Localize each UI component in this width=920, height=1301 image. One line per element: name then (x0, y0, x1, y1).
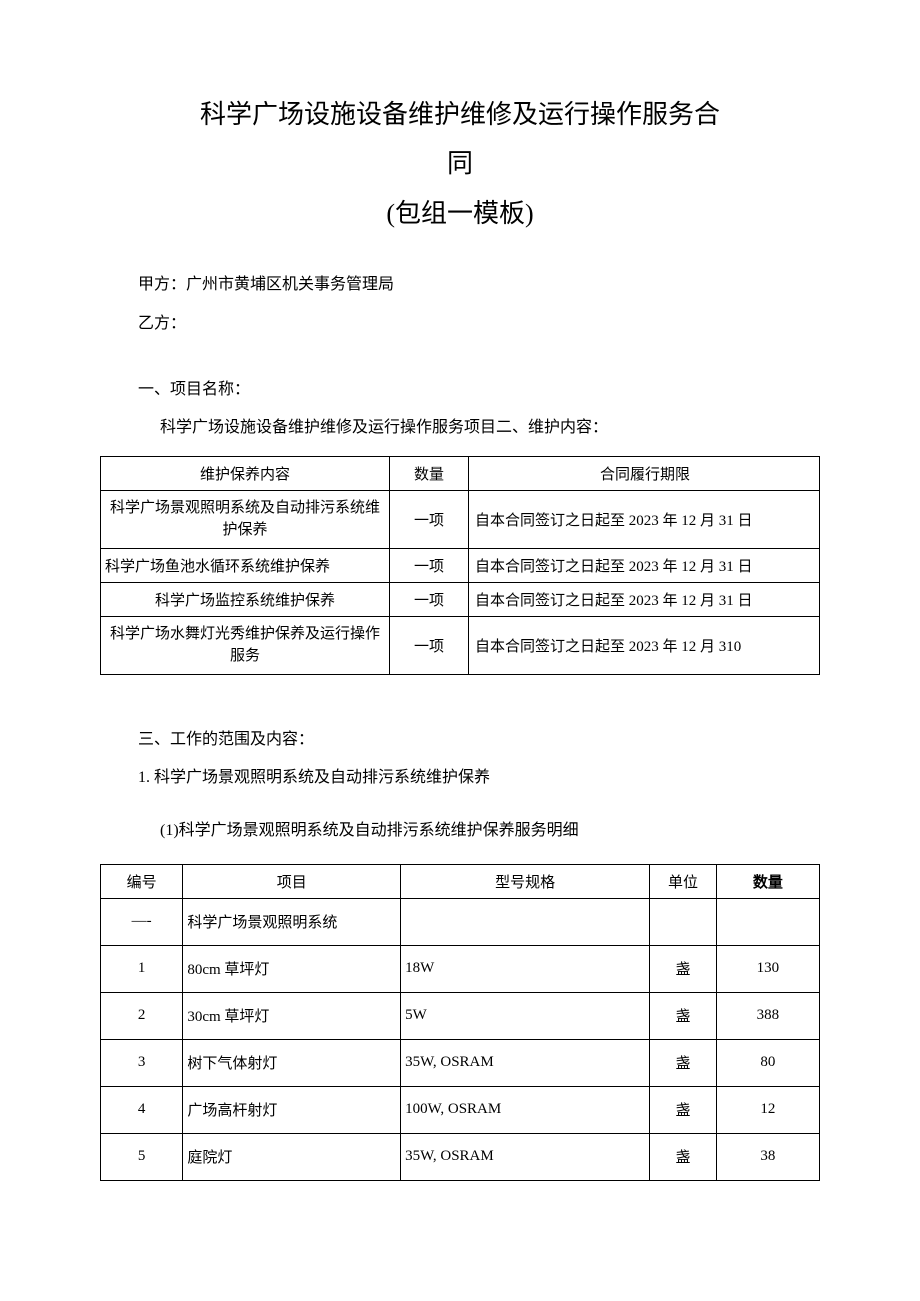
col-header-amt: 数量 (716, 864, 819, 898)
cell-item: 30cm 草坪灯 (183, 992, 401, 1039)
table-row: 5 庭院灯 35W, OSRAM 盏 38 (101, 1133, 820, 1180)
section-3-item-1: 1. 科学广场景观照明系统及自动排污系统维护保养 (138, 759, 820, 797)
section-3-heading: 三、工作的范围及内容： (138, 721, 820, 759)
col-header-qty: 数量 (390, 456, 469, 490)
cell-spec: 35W, OSRAM (401, 1039, 650, 1086)
cell-no: 2 (101, 992, 183, 1039)
cell-spec (401, 898, 650, 945)
cell-qty: 一项 (390, 548, 469, 582)
section-1-body: 科学广场设施设备维护维修及运行操作服务项目二、维护内容： (160, 409, 820, 447)
cell-spec: 18W (401, 945, 650, 992)
cell-no: 3 (101, 1039, 183, 1086)
cell-item: 80cm 草坪灯 (183, 945, 401, 992)
doc-title-line-3: (包组一模板) (100, 189, 820, 238)
table-row: 2 30cm 草坪灯 5W 盏 388 (101, 992, 820, 1039)
cell-unit: 盏 (650, 1039, 717, 1086)
service-detail-table: 编号 项目 型号规格 单位 数量 —- 科学广场景观照明系统 1 80cm 草坪… (100, 864, 820, 1181)
col-header-no: 编号 (101, 864, 183, 898)
cell-desc-line: 护保养 (105, 519, 385, 542)
table-row: 1 80cm 草坪灯 18W 盏 130 (101, 945, 820, 992)
party-b: 乙方： (138, 305, 820, 343)
col-header-item: 项目 (183, 864, 401, 898)
table-row: 科学广场水舞灯光秀维护保养及运行操作 服务 一项 自本合同签订之日起至 2023… (101, 616, 820, 674)
cell-no: —- (101, 898, 183, 945)
cell-qty: 一项 (390, 616, 469, 674)
col-header-desc: 维护保养内容 (101, 456, 390, 490)
cell-amt: 130 (716, 945, 819, 992)
cell-amt: 80 (716, 1039, 819, 1086)
cell-qty: 一项 (390, 582, 469, 616)
table-header-row: 维护保养内容 数量 合同履行期限 (101, 456, 820, 490)
table-row: 科学广场监控系统维护保养 一项 自本合同签订之日起至 2023 年 12 月 3… (101, 582, 820, 616)
cell-amt: 38 (716, 1133, 819, 1180)
cell-desc-line: 科学广场水舞灯光秀维护保养及运行操作 (105, 623, 385, 646)
cell-desc: 科学广场鱼池水循环系统维护保养 (101, 548, 390, 582)
cell-amt (716, 898, 819, 945)
cell-item: 科学广场景观照明系统 (183, 898, 401, 945)
cell-qty: 一项 (390, 490, 469, 548)
document-page: 科学广场设施设备维护维修及运行操作服务合 同 (包组一模板) 甲方：广州市黄埔区… (0, 0, 920, 1301)
cell-item: 树下气体射灯 (183, 1039, 401, 1086)
cell-amt: 12 (716, 1086, 819, 1133)
cell-term: 自本合同签订之日起至 2023 年 12 月 31 日 (469, 548, 820, 582)
section-3-item-1-1: (1)科学广场景观照明系统及自动排污系统维护保养服务明细 (160, 812, 820, 850)
cell-no: 1 (101, 945, 183, 992)
cell-no: 5 (101, 1133, 183, 1180)
col-header-spec: 型号规格 (401, 864, 650, 898)
cell-term: 自本合同签订之日起至 2023 年 12 月 310 (469, 616, 820, 674)
table-row: 3 树下气体射灯 35W, OSRAM 盏 80 (101, 1039, 820, 1086)
table-row: 科学广场鱼池水循环系统维护保养 一项 自本合同签订之日起至 2023 年 12 … (101, 548, 820, 582)
maintenance-scope-table: 维护保养内容 数量 合同履行期限 科学广场景观照明系统及自动排污系统维 护保养 … (100, 456, 820, 675)
party-a: 甲方：广州市黄埔区机关事务管理局 (138, 266, 820, 304)
col-header-unit: 单位 (650, 864, 717, 898)
section-1-heading: 一、项目名称： (138, 371, 820, 409)
cell-term: 自本合同签订之日起至 2023 年 12 月 31 日 (469, 490, 820, 548)
cell-no: 4 (101, 1086, 183, 1133)
cell-spec: 5W (401, 992, 650, 1039)
cell-unit: 盏 (650, 1133, 717, 1180)
table-row: —- 科学广场景观照明系统 (101, 898, 820, 945)
cell-desc-line: 服务 (105, 645, 385, 668)
cell-item: 广场高杆射灯 (183, 1086, 401, 1133)
cell-spec: 35W, OSRAM (401, 1133, 650, 1180)
doc-title-line-2: 同 (100, 139, 820, 188)
doc-title-line-1: 科学广场设施设备维护维修及运行操作服务合 (100, 90, 820, 139)
cell-amt: 388 (716, 992, 819, 1039)
table-header-row: 编号 项目 型号规格 单位 数量 (101, 864, 820, 898)
cell-unit: 盏 (650, 992, 717, 1039)
cell-unit: 盏 (650, 1086, 717, 1133)
cell-spec: 100W, OSRAM (401, 1086, 650, 1133)
cell-unit (650, 898, 717, 945)
cell-term: 自本合同签订之日起至 2023 年 12 月 31 日 (469, 582, 820, 616)
cell-desc-line: 科学广场景观照明系统及自动排污系统维 (105, 497, 385, 520)
cell-item: 庭院灯 (183, 1133, 401, 1180)
col-header-term: 合同履行期限 (469, 456, 820, 490)
table-row: 科学广场景观照明系统及自动排污系统维 护保养 一项 自本合同签订之日起至 202… (101, 490, 820, 548)
table-row: 4 广场高杆射灯 100W, OSRAM 盏 12 (101, 1086, 820, 1133)
cell-desc: 科学广场监控系统维护保养 (101, 582, 390, 616)
cell-unit: 盏 (650, 945, 717, 992)
